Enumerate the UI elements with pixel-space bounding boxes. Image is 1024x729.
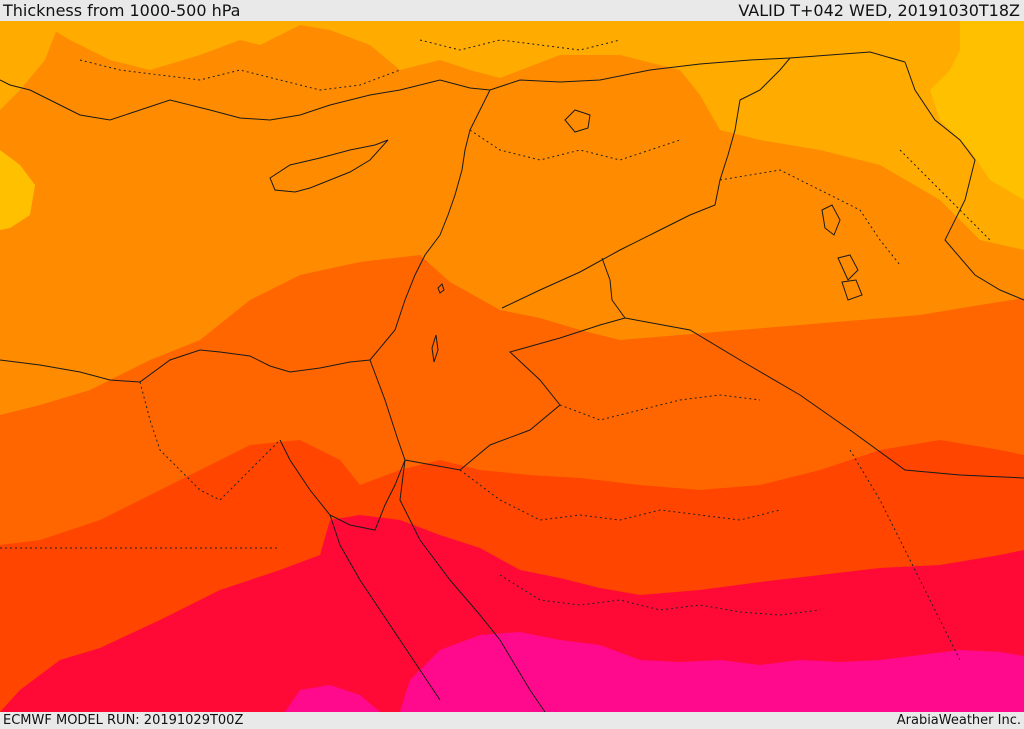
turkey-coast: [0, 79, 491, 121]
admin-boundary-iran-1: [899, 149, 991, 241]
lakes: [564, 109, 863, 301]
map-title: Thickness from 1000-500 hPa: [3, 1, 241, 20]
red-sea-east-coast: [399, 459, 546, 712]
border-iraq-iran: [904, 61, 1024, 301]
credit-label: ArabiaWeather Inc.: [896, 713, 1021, 728]
lake-hammar: [841, 279, 863, 301]
thickness-map: [0, 21, 1024, 712]
lake-razazah: [837, 254, 859, 281]
border-turkey-syria: [489, 57, 791, 91]
admin-boundary-gulf: [849, 449, 961, 661]
thickness-band-7-west: [285, 685, 380, 712]
cyprus-coast: [269, 139, 389, 193]
thickness-band-2: [0, 21, 1024, 250]
thickness-band-2-west: [0, 21, 60, 110]
lake-tharthar: [821, 204, 841, 236]
admin-boundary-saudi-2: [459, 469, 781, 521]
border-syria-iraq: [501, 51, 906, 309]
admin-boundary-egypt-2: [139, 381, 281, 501]
red-sea-west-coast: [329, 514, 441, 701]
thickness-band-1: [930, 21, 1024, 200]
admin-boundary-saudi-3: [499, 574, 821, 616]
dead-sea: [431, 334, 439, 363]
lake-assad: [564, 109, 591, 133]
sea-of-galilee: [437, 283, 445, 294]
admin-boundary-saudi-1: [559, 394, 761, 421]
border-egypt-israel: [369, 359, 406, 461]
border-jordan-iraq: [601, 257, 626, 319]
border-jordan-saudi: [404, 317, 626, 471]
border-iraq-saudi: [624, 317, 1024, 479]
admin-boundary-syria-1: [469, 129, 681, 161]
thickness-band-7: [400, 632, 1024, 712]
header-bar: Thickness from 1000-500 hPa VALID T+042 …: [0, 0, 1024, 21]
model-run-label: ECMWF MODEL RUN: 20191029T00Z: [3, 713, 244, 728]
admin-boundaries: [0, 39, 991, 661]
eastern-med-coast: [0, 89, 491, 383]
gulf-of-suez-coast: [279, 439, 406, 531]
thickness-band-6: [0, 515, 1024, 712]
footer-bar: ECMWF MODEL RUN: 20191029T00Z ArabiaWeat…: [0, 712, 1024, 729]
coastlines: [0, 79, 546, 712]
valid-time: VALID T+042 WED, 20191030T18Z: [738, 1, 1020, 20]
thickness-band-1-west: [0, 150, 35, 230]
admin-boundary-iraq-1: [719, 169, 901, 266]
country-borders: [369, 51, 1024, 479]
